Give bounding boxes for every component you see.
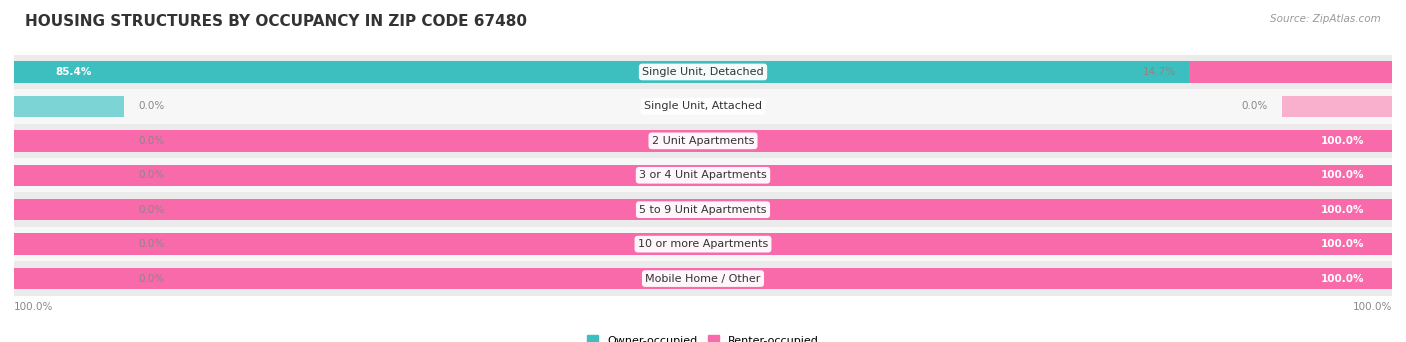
Bar — [14, 123, 1392, 158]
Text: 100.0%: 100.0% — [14, 302, 53, 312]
Text: 0.0%: 0.0% — [138, 239, 165, 249]
Bar — [14, 234, 124, 255]
Text: Source: ZipAtlas.com: Source: ZipAtlas.com — [1270, 14, 1381, 24]
Bar — [14, 199, 124, 220]
Text: 0.0%: 0.0% — [138, 101, 165, 111]
Bar — [14, 96, 124, 117]
Text: 3 or 4 Unit Apartments: 3 or 4 Unit Apartments — [640, 170, 766, 180]
Text: 100.0%: 100.0% — [1320, 205, 1364, 215]
Bar — [14, 158, 1392, 193]
Bar — [14, 268, 1392, 289]
Text: Single Unit, Detached: Single Unit, Detached — [643, 67, 763, 77]
Text: HOUSING STRUCTURES BY OCCUPANCY IN ZIP CODE 67480: HOUSING STRUCTURES BY OCCUPANCY IN ZIP C… — [25, 14, 527, 29]
Text: 0.0%: 0.0% — [138, 205, 165, 215]
Text: 14.7%: 14.7% — [1143, 67, 1175, 77]
Text: 85.4%: 85.4% — [55, 67, 91, 77]
Bar — [14, 165, 124, 186]
Text: 0.0%: 0.0% — [138, 274, 165, 284]
Text: Single Unit, Attached: Single Unit, Attached — [644, 101, 762, 111]
Text: 0.0%: 0.0% — [138, 136, 165, 146]
Text: 0.0%: 0.0% — [1241, 101, 1268, 111]
Text: 10 or more Apartments: 10 or more Apartments — [638, 239, 768, 249]
Bar — [14, 268, 124, 289]
Text: 0.0%: 0.0% — [138, 170, 165, 180]
Bar — [14, 227, 1392, 261]
Bar — [14, 261, 1392, 296]
Text: 100.0%: 100.0% — [1320, 274, 1364, 284]
Text: 100.0%: 100.0% — [1320, 239, 1364, 249]
Bar — [14, 165, 1392, 186]
Text: Mobile Home / Other: Mobile Home / Other — [645, 274, 761, 284]
Bar — [14, 89, 1392, 123]
Bar — [1282, 96, 1392, 117]
Text: 100.0%: 100.0% — [1320, 136, 1364, 146]
Legend: Owner-occupied, Renter-occupied: Owner-occupied, Renter-occupied — [582, 331, 824, 342]
Text: 100.0%: 100.0% — [1353, 302, 1392, 312]
Bar — [14, 130, 1392, 152]
Bar — [14, 234, 1392, 255]
Bar — [1189, 61, 1392, 83]
Bar — [14, 61, 1191, 83]
Bar — [14, 55, 1392, 89]
Bar — [14, 199, 1392, 220]
Text: 100.0%: 100.0% — [1320, 170, 1364, 180]
Bar — [14, 130, 124, 152]
Text: 2 Unit Apartments: 2 Unit Apartments — [652, 136, 754, 146]
Bar — [14, 193, 1392, 227]
Text: 5 to 9 Unit Apartments: 5 to 9 Unit Apartments — [640, 205, 766, 215]
